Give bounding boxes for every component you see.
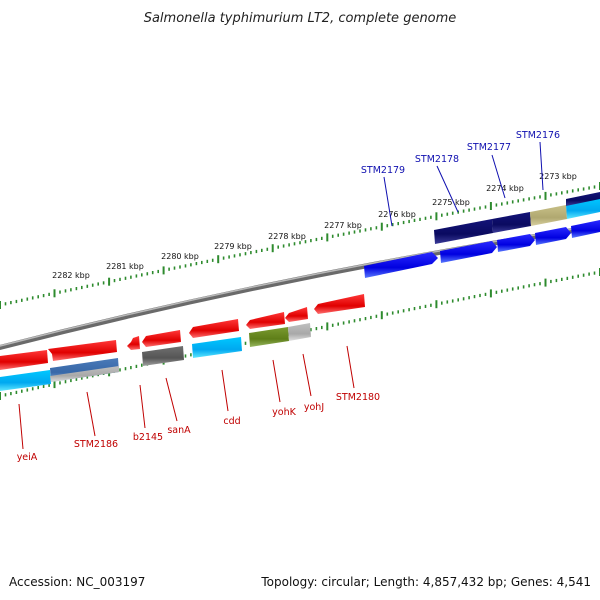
gene-yohK[interactable] bbox=[249, 327, 289, 347]
gene-reverse-cds[interactable] bbox=[127, 336, 140, 350]
callout-line-STM2178 bbox=[436, 165, 459, 213]
reverse-gene-labels: yeiA STM2186 b2145 sanA cdd yohK yohJ ST… bbox=[17, 345, 380, 463]
label-b2145[interactable]: b2145 bbox=[133, 432, 163, 443]
callout-line-cdd bbox=[221, 369, 229, 412]
gene-STM2180[interactable] bbox=[314, 294, 365, 314]
callout-line-STM2176 bbox=[539, 141, 544, 191]
gene-yohJ[interactable] bbox=[288, 323, 311, 341]
tick-label-2276: 2276 kbp bbox=[378, 210, 416, 219]
tick-labels: 2273 kbp 2274 kbp 2275 kbp 2276 kbp 2277… bbox=[52, 172, 577, 280]
callout-line-sanA bbox=[165, 377, 178, 422]
label-STM2178[interactable]: STM2178 bbox=[415, 154, 459, 165]
gene-cdd[interactable] bbox=[192, 337, 242, 358]
gene-reverse-cds[interactable] bbox=[246, 312, 285, 329]
gene-yeiA[interactable] bbox=[0, 370, 51, 391]
tick-label-2279: 2279 kbp bbox=[214, 242, 252, 251]
tick-label-2278: 2278 kbp bbox=[268, 232, 306, 241]
gene-forward-cds[interactable] bbox=[535, 227, 571, 245]
callout-line-yohK bbox=[272, 359, 281, 403]
forward-gene-labels: STM2176 STM2177 STM2178 STM2179 bbox=[361, 130, 560, 227]
accession-text: Accession: NC_003197 bbox=[9, 575, 145, 589]
label-STM2179[interactable]: STM2179 bbox=[361, 165, 405, 176]
callout-line-STM2179 bbox=[383, 176, 393, 227]
gene-STM2176[interactable] bbox=[530, 205, 567, 226]
genome-summary-text: Topology: circular; Length: 4,857,432 bp… bbox=[260, 575, 591, 589]
callout-line-STM2180 bbox=[346, 345, 355, 389]
label-yeiA[interactable]: yeiA bbox=[17, 452, 38, 463]
callout-line-yohJ bbox=[302, 353, 312, 397]
reverse-strand-track bbox=[0, 294, 365, 391]
label-cdd[interactable]: cdd bbox=[223, 416, 240, 427]
gene-sanA[interactable] bbox=[142, 346, 184, 366]
gene-reverse-cds[interactable] bbox=[285, 307, 308, 322]
upper-tick-track bbox=[0, 182, 600, 309]
gene-reverse-cds[interactable] bbox=[48, 340, 117, 361]
tick-label-2273: 2273 kbp bbox=[539, 172, 577, 181]
callout-line-STM2177 bbox=[491, 154, 506, 199]
tick-label-2282: 2282 kbp bbox=[52, 271, 90, 280]
tick-label-2277: 2277 kbp bbox=[324, 221, 362, 230]
gene-forward-cds[interactable] bbox=[566, 192, 600, 206]
tick-label-2275: 2275 kbp bbox=[432, 198, 470, 207]
tick-label-2274: 2274 kbp bbox=[486, 184, 524, 193]
callout-line-STM2186 bbox=[86, 391, 96, 437]
gene-reverse-cds[interactable] bbox=[189, 319, 239, 338]
tick-label-2280: 2280 kbp bbox=[161, 252, 199, 261]
gene-forward-cds[interactable] bbox=[440, 241, 497, 263]
label-STM2186[interactable]: STM2186 bbox=[74, 439, 118, 450]
label-yohJ[interactable]: yohJ bbox=[304, 402, 324, 413]
label-STM2177[interactable]: STM2177 bbox=[467, 142, 511, 153]
tick-label-2281: 2281 kbp bbox=[106, 262, 144, 271]
callout-line-yeiA bbox=[18, 403, 24, 450]
gene-STM2177[interactable] bbox=[492, 212, 531, 233]
gene-forward-cds[interactable] bbox=[497, 234, 535, 252]
label-yohK[interactable]: yohK bbox=[272, 407, 296, 418]
gene-forward-cds[interactable] bbox=[571, 220, 600, 238]
label-STM2176[interactable]: STM2176 bbox=[516, 130, 560, 141]
genome-title: Salmonella typhimurium LT2, complete gen… bbox=[144, 11, 457, 26]
gene-STM2178[interactable] bbox=[434, 219, 493, 244]
gene-reverse-cds[interactable] bbox=[142, 330, 181, 347]
gene-reverse-cds[interactable] bbox=[0, 350, 48, 370]
gene-reverse-cds[interactable] bbox=[50, 366, 119, 382]
callout-line-b2145 bbox=[139, 384, 146, 429]
label-STM2180[interactable]: STM2180 bbox=[336, 392, 380, 403]
gene-STM2179[interactable] bbox=[364, 252, 438, 278]
label-sanA[interactable]: sanA bbox=[167, 425, 191, 436]
forward-strand-track bbox=[364, 192, 600, 278]
